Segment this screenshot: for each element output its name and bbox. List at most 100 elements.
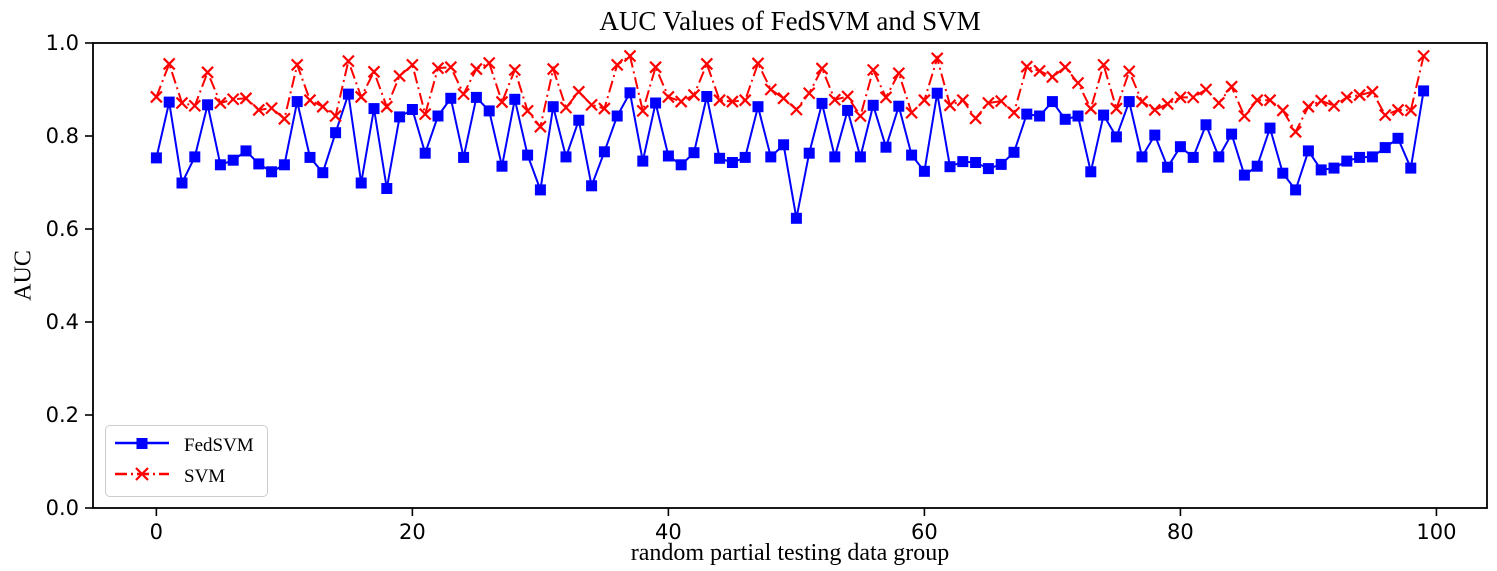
data-point-marker <box>240 145 252 157</box>
data-point-marker <box>713 93 726 107</box>
data-point-marker <box>1033 64 1046 78</box>
data-point-marker <box>521 104 534 118</box>
data-point-marker <box>444 60 458 74</box>
data-point-marker <box>316 100 330 113</box>
data-point-marker <box>1135 95 1149 108</box>
data-point-marker <box>1072 110 1084 122</box>
data-point-marker <box>342 88 354 100</box>
data-point-marker <box>649 60 662 74</box>
data-point-marker <box>534 184 546 196</box>
data-point-marker <box>1341 155 1353 167</box>
data-point-marker <box>674 95 688 108</box>
data-point-marker <box>738 93 752 107</box>
data-point-marker <box>905 106 918 120</box>
data-point-marker <box>150 152 162 164</box>
data-point-marker <box>1379 142 1391 154</box>
data-point-marker <box>803 147 815 159</box>
data-point-marker <box>982 163 994 175</box>
data-point-marker <box>623 49 637 63</box>
data-point-marker <box>304 151 316 163</box>
y-tick-label: 0.4 <box>46 310 79 334</box>
data-point-marker <box>1071 76 1085 90</box>
data-point-marker <box>1353 88 1366 102</box>
data-point-marker <box>265 101 278 115</box>
data-point-marker <box>1174 141 1186 153</box>
data-point-marker <box>1199 83 1213 96</box>
data-point-marker <box>522 149 534 161</box>
data-point-marker <box>394 111 406 123</box>
data-point-marker <box>1302 145 1314 157</box>
data-point-marker <box>547 101 559 113</box>
x-tick-label: 20 <box>399 520 426 544</box>
data-point-marker <box>1059 113 1071 125</box>
y-axis-title: AUC <box>10 250 37 301</box>
data-point-marker <box>393 69 406 83</box>
data-point-marker <box>829 151 841 163</box>
data-point-marker <box>1404 104 1418 117</box>
data-point-marker <box>1097 58 1110 72</box>
data-point-marker <box>854 109 867 123</box>
data-point-marker <box>701 91 713 102</box>
data-point-marker <box>303 93 317 107</box>
data-point-marker <box>162 57 176 71</box>
data-point-marker <box>931 87 943 99</box>
series-svm <box>150 49 1430 139</box>
data-point-marker <box>1378 108 1392 122</box>
data-point-marker <box>752 101 764 113</box>
data-point-marker <box>278 159 290 171</box>
data-point-marker <box>1391 103 1405 117</box>
data-point-marker <box>687 88 701 102</box>
data-point-marker <box>765 151 777 163</box>
data-point-marker <box>470 91 482 103</box>
legend-label-fedsvm: FedSVM <box>184 435 254 456</box>
data-point-marker <box>637 155 649 167</box>
data-point-marker <box>1098 109 1110 121</box>
data-point-marker <box>1174 91 1187 104</box>
data-point-marker <box>1302 100 1315 113</box>
data-point-marker <box>278 112 291 126</box>
data-point-marker <box>994 94 1008 108</box>
data-point-marker <box>226 92 240 106</box>
data-point-marker <box>816 97 828 109</box>
data-point-marker <box>290 58 304 72</box>
data-point-marker <box>1418 85 1430 97</box>
data-point-marker <box>598 146 610 158</box>
data-point-marker <box>573 114 585 126</box>
data-point-marker <box>1328 162 1340 174</box>
data-point-marker <box>1314 94 1328 107</box>
data-point-marker <box>1264 122 1276 134</box>
data-point-marker <box>559 101 573 114</box>
data-point-marker <box>1238 169 1250 181</box>
svm-line-swatch-icon <box>114 466 170 487</box>
data-point-marker <box>508 63 522 77</box>
legend: FedSVM SVM <box>105 425 268 497</box>
data-point-marker <box>1354 151 1366 163</box>
data-point-marker <box>406 104 418 115</box>
data-point-marker <box>714 152 726 164</box>
data-point-marker <box>1225 80 1238 93</box>
data-point-marker <box>381 183 393 194</box>
data-point-marker <box>546 62 560 76</box>
data-point-marker <box>176 177 188 189</box>
data-point-marker <box>253 158 265 170</box>
x-tick-label: 40 <box>655 520 682 544</box>
data-point-marker <box>214 96 227 110</box>
data-point-marker <box>739 151 751 163</box>
data-point-marker <box>918 93 931 107</box>
data-point-marker <box>982 96 995 110</box>
data-point-marker <box>1417 49 1430 63</box>
data-point-marker <box>189 151 201 163</box>
data-point-marker <box>790 103 803 116</box>
data-point-marker <box>368 103 380 115</box>
data-point-marker <box>1250 93 1264 107</box>
y-tick-label: 1.0 <box>46 31 79 55</box>
data-point-marker <box>1315 164 1327 176</box>
data-point-marker <box>266 166 278 178</box>
data-point-marker <box>751 57 765 70</box>
x-axis-title: random partial testing data group <box>630 540 950 566</box>
x-tick-label: 60 <box>911 520 938 544</box>
data-point-marker <box>380 100 394 113</box>
data-point-marker <box>1251 160 1263 172</box>
data-point-marker <box>163 96 175 108</box>
data-point-marker <box>764 83 778 96</box>
